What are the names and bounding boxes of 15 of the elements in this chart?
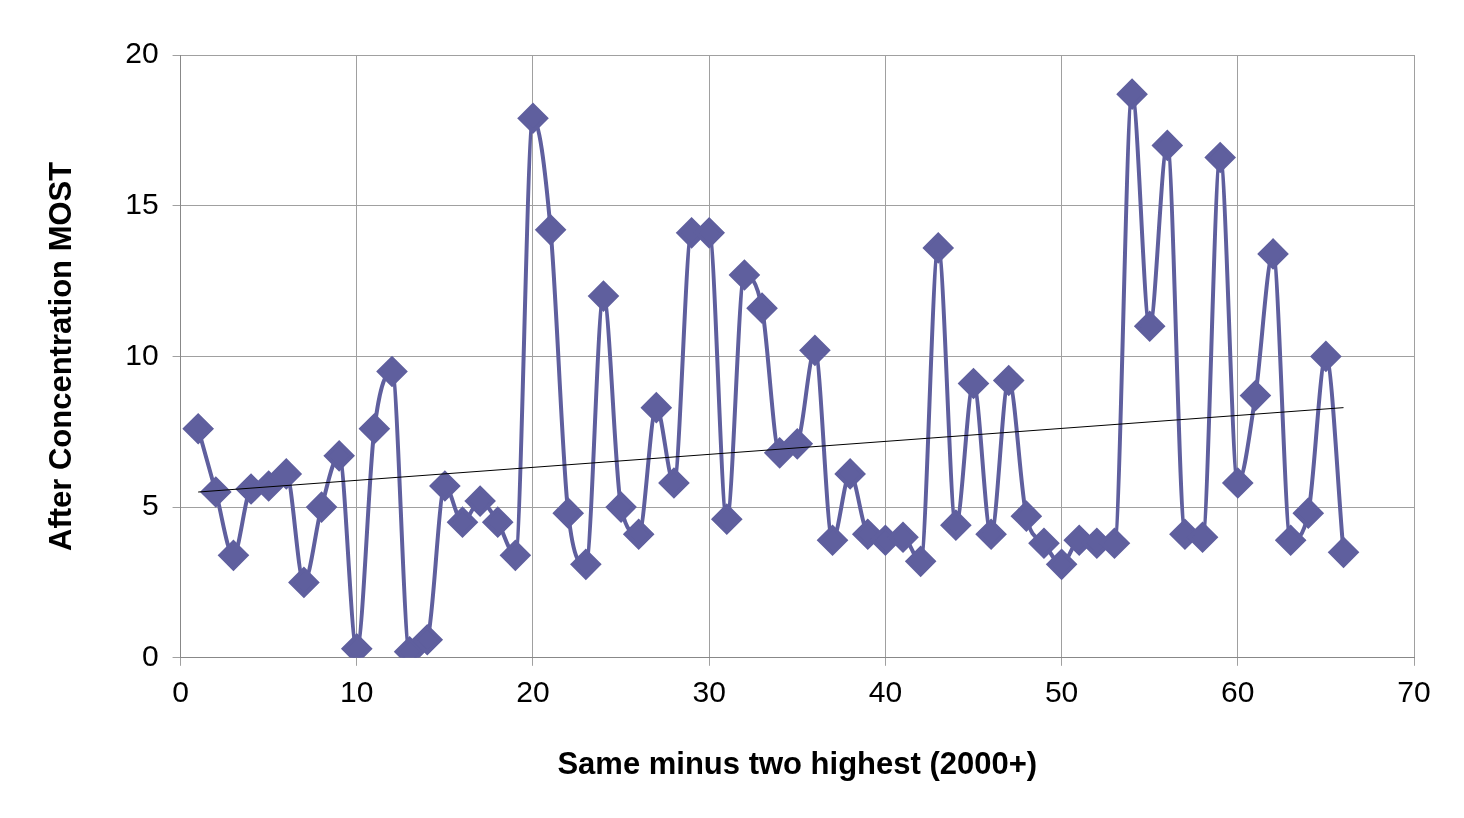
x-tick-label: 20 [516, 675, 550, 709]
y-axis-title: After Concentration MOST [43, 161, 79, 552]
x-tick-label: 70 [1397, 675, 1431, 709]
y-tick-label: 15 [125, 186, 159, 220]
x-tick-label: 50 [1044, 675, 1079, 709]
y-tick-label: 5 [141, 488, 159, 522]
x-tick-label: 30 [692, 675, 726, 709]
y-tick-label: 10 [125, 337, 159, 371]
x-tick-label: 40 [868, 675, 903, 709]
x-tick-label: 60 [1221, 675, 1255, 709]
x-axis-title: Same minus two highest (2000+) [557, 745, 1038, 781]
y-tick-label: 0 [141, 639, 159, 673]
y-tick-label: 20 [125, 36, 159, 70]
x-tick-label: 0 [172, 675, 189, 709]
x-tick-label: 10 [340, 675, 374, 709]
